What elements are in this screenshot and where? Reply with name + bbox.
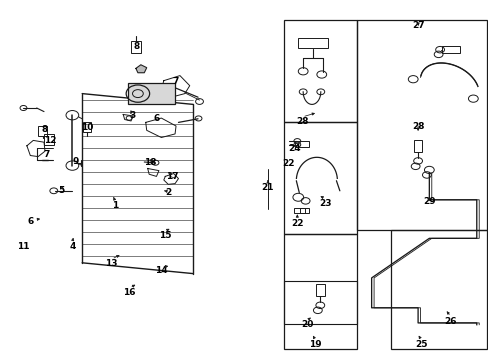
Text: 6: 6: [28, 217, 34, 226]
Text: 24: 24: [287, 144, 300, 153]
Text: 18: 18: [144, 158, 157, 167]
Bar: [43, 134, 54, 145]
Text: 7: 7: [172, 77, 179, 85]
Text: 13: 13: [105, 259, 118, 268]
Bar: [298, 38, 327, 48]
Text: 22: 22: [282, 159, 294, 168]
Bar: [83, 122, 91, 132]
Bar: [413, 140, 422, 152]
Polygon shape: [136, 65, 146, 73]
Text: 8: 8: [41, 125, 47, 134]
Text: 5: 5: [58, 186, 64, 195]
Text: 29: 29: [422, 197, 435, 206]
Text: 17: 17: [165, 172, 178, 181]
Text: 14: 14: [155, 266, 167, 275]
Text: 28: 28: [411, 122, 424, 131]
Bar: [283, 20, 356, 122]
Text: 21: 21: [261, 183, 274, 192]
Text: 27: 27: [411, 21, 424, 30]
Bar: [128, 83, 175, 104]
Bar: [390, 230, 486, 349]
Text: 23: 23: [318, 199, 331, 208]
Bar: [299, 208, 308, 213]
Bar: [356, 20, 486, 230]
Text: 7: 7: [43, 150, 50, 159]
Bar: [38, 126, 47, 136]
Text: 6: 6: [153, 114, 159, 123]
Bar: [283, 281, 356, 324]
Text: 1: 1: [112, 201, 118, 210]
Text: 9: 9: [72, 157, 79, 166]
Text: 19: 19: [308, 341, 321, 349]
Text: 15: 15: [159, 231, 171, 240]
Text: 22: 22: [290, 219, 303, 228]
Text: 3: 3: [129, 111, 135, 120]
Text: 8: 8: [134, 42, 140, 51]
Bar: [295, 141, 308, 147]
Bar: [315, 284, 324, 296]
Bar: [283, 234, 356, 349]
Text: 20: 20: [300, 320, 313, 329]
Bar: [441, 46, 459, 53]
Text: 28: 28: [295, 117, 308, 126]
Text: 11: 11: [17, 242, 30, 251]
Text: 4: 4: [69, 242, 76, 251]
Text: 16: 16: [123, 288, 136, 297]
Text: 10: 10: [81, 123, 93, 132]
Text: 2: 2: [165, 188, 171, 197]
Text: 12: 12: [44, 136, 57, 145]
Bar: [283, 122, 356, 234]
Text: 25: 25: [414, 341, 427, 349]
Text: 26: 26: [444, 317, 456, 325]
Bar: [293, 208, 304, 213]
Bar: [130, 41, 141, 53]
